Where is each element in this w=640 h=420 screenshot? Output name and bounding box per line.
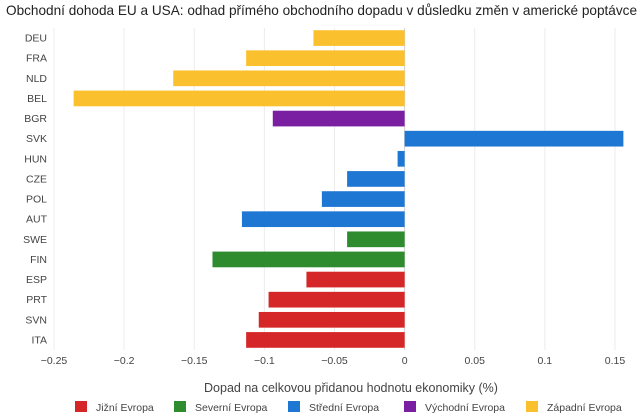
bar-svk[interactable] (404, 130, 624, 147)
x-tick-label: 0.05 (465, 355, 486, 367)
bar-hun[interactable] (397, 150, 405, 167)
y-tick-label: ITA (31, 334, 47, 346)
y-tick-label: FRA (26, 53, 47, 65)
bar-cze[interactable] (347, 171, 405, 187)
legend-swatch (526, 401, 538, 412)
y-tick-label: BGR (24, 113, 47, 125)
bar-nld[interactable] (173, 70, 405, 87)
legend-label: Střední Evropa (309, 402, 379, 414)
bar-swe[interactable] (347, 231, 405, 248)
y-tick-label: ESP (26, 274, 47, 286)
x-tick-label: −0.2 (114, 355, 135, 367)
bar-bel[interactable] (73, 90, 405, 107)
y-tick-label: SWE (23, 234, 47, 246)
bar-bgr[interactable] (272, 110, 405, 127)
y-tick-label: HUN (24, 153, 47, 165)
legend-item[interactable]: Střední Evropa (288, 401, 379, 414)
grid-layer (53, 28, 616, 350)
y-tick-label: NLD (26, 73, 47, 85)
x-axis-title: Dopad na celkovou přidanou hodnotu ekono… (204, 381, 498, 395)
bar-svn[interactable] (258, 311, 405, 328)
legend-swatch (288, 401, 300, 412)
legend: Jižní Evropa Severní Evropa Střední Evropa… (75, 401, 622, 414)
x-tick-layer: −0.25 −0.2 −0.15 −0.1 −0.05 0 0.05 0.1 0.15 (41, 355, 626, 367)
y-tick-label: AUT (26, 214, 48, 226)
y-tick-layer: DEU FRA NLD BEL BGR SVK HUN CZE POL AUT SWE FIN ESP P… (23, 33, 48, 347)
x-tick-label: 0.15 (605, 355, 626, 367)
legend-label: Západní Evropa (547, 402, 622, 414)
y-tick-label: SVK (26, 133, 47, 145)
x-tick-label: 0.1 (538, 355, 553, 367)
y-tick-label: PRT (26, 294, 47, 306)
bar-esp[interactable] (306, 271, 405, 288)
bar-layer (73, 30, 624, 348)
bar-deu[interactable] (313, 30, 405, 46)
y-tick-label: DEU (25, 33, 47, 45)
y-tick-label: FIN (30, 254, 47, 266)
bar-fra[interactable] (246, 50, 405, 67)
chart-title: Obchodní dohoda EU a USA: odhad přímého … (6, 3, 638, 18)
y-tick-label: POL (26, 194, 47, 206)
legend-label: Severní Evropa (195, 402, 268, 414)
legend-item[interactable]: Jižní Evropa (75, 401, 154, 414)
y-tick-label: BEL (27, 93, 47, 105)
bar-pol[interactable] (321, 191, 405, 207)
x-tick-label: −0.05 (321, 355, 348, 367)
x-tick-label: −0.1 (254, 355, 275, 367)
legend-swatch (174, 401, 186, 412)
legend-swatch (75, 401, 87, 412)
bar-ita[interactable] (246, 332, 405, 348)
legend-label: Jižní Evropa (96, 402, 154, 414)
legend-label: Východní Evropa (425, 402, 505, 414)
bar-prt[interactable] (268, 291, 405, 308)
x-tick-label: −0.15 (181, 355, 208, 367)
legend-item[interactable]: Severní Evropa (174, 401, 268, 414)
x-tick-label: 0 (402, 355, 408, 367)
y-tick-label: SVN (25, 314, 47, 326)
bar-aut[interactable] (241, 211, 405, 228)
legend-item[interactable]: Západní Evropa (526, 401, 622, 414)
x-tick-label: −0.25 (41, 355, 68, 367)
bar-fin[interactable] (212, 251, 405, 268)
legend-item[interactable]: Východní Evropa (404, 401, 505, 414)
y-tick-label: CZE (26, 173, 47, 185)
legend-swatch (404, 401, 416, 412)
